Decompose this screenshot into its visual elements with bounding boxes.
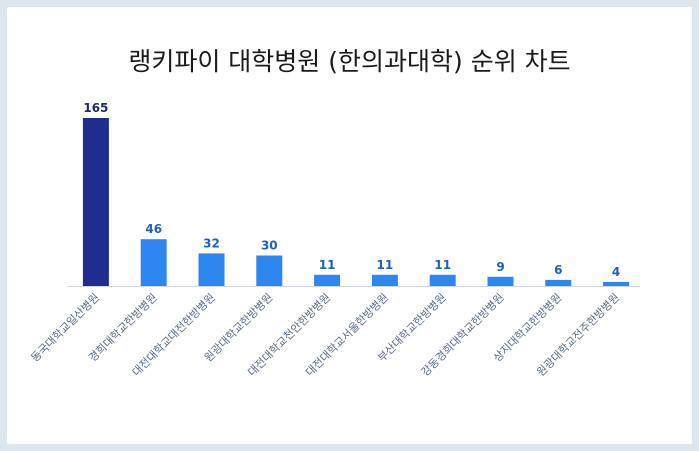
bar-value-label-9: 6 bbox=[554, 263, 562, 277]
bar-8 bbox=[487, 276, 514, 286]
bar-9 bbox=[545, 279, 572, 286]
bar-value-label-6: 11 bbox=[377, 258, 394, 272]
bar-6 bbox=[371, 274, 398, 286]
bar-value-label-10: 4 bbox=[612, 265, 620, 279]
bar-value-label-1: 165 bbox=[83, 101, 108, 115]
bar-value-label-4: 30 bbox=[261, 239, 278, 253]
bar-1 bbox=[82, 118, 109, 286]
bar-7 bbox=[429, 274, 456, 286]
bar-value-label-5: 11 bbox=[319, 258, 336, 272]
bar-5 bbox=[314, 274, 341, 286]
chart-card bbox=[7, 7, 692, 444]
bar-3 bbox=[198, 253, 225, 286]
bar-value-label-2: 46 bbox=[145, 222, 162, 236]
chart-title: 랭키파이 대학병원 (한의과대학) 순위 차트 bbox=[128, 47, 571, 76]
bar-value-label-3: 32 bbox=[203, 236, 220, 250]
bar-10 bbox=[603, 281, 630, 286]
bar-value-label-8: 9 bbox=[496, 260, 504, 274]
bar-4 bbox=[256, 255, 283, 286]
bar-value-label-7: 11 bbox=[434, 258, 451, 272]
bar-2 bbox=[140, 239, 167, 286]
